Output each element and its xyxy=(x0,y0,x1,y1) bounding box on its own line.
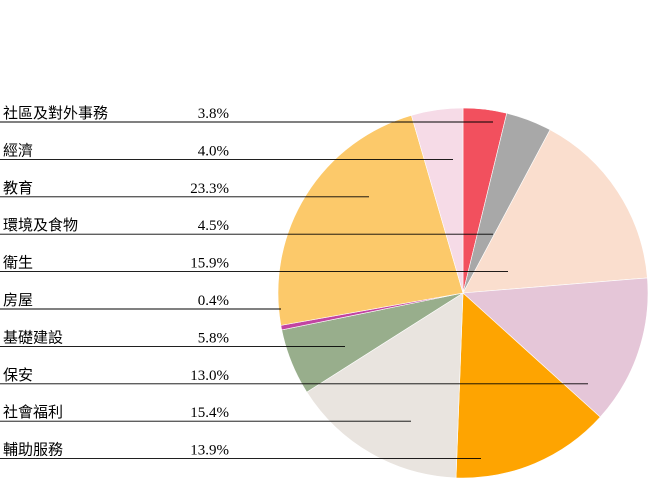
legend-row-1: 經濟 4.0% xyxy=(0,141,453,160)
pie-slice-3 xyxy=(411,107,464,294)
pie-slice-8 xyxy=(306,292,464,479)
slice-label-6: 基礎建設 xyxy=(3,328,63,346)
legend-rows: 社區及對外事務 3.8% 經濟 4.0% 教育 23.3% 環境及食物 4.5% 衛生 15.9%… xyxy=(0,104,588,460)
slice-label-9: 輔助服務 xyxy=(3,441,63,459)
pie-slice-4 xyxy=(462,129,648,294)
slice-label-0: 社區及對外事務 xyxy=(3,104,108,122)
pie-slice-9 xyxy=(455,292,601,479)
legend-row-3: 環境及食物 4.5% xyxy=(0,216,493,235)
pie-slice-7 xyxy=(462,277,649,418)
slice-label-7: 保安 xyxy=(3,366,33,384)
slice-label-5: 房屋 xyxy=(3,291,33,309)
slice-label-2: 教育 xyxy=(3,179,33,197)
pie-slice-2 xyxy=(277,114,464,326)
slice-label-8: 社會福利 xyxy=(3,403,63,421)
slice-value-2: 23.3% xyxy=(190,181,229,197)
slice-label-1: 經濟 xyxy=(3,141,33,159)
legend-row-5: 房屋 0.4% xyxy=(0,291,281,310)
slice-value-3: 4.5% xyxy=(198,218,229,234)
slice-label-3: 環境及食物 xyxy=(3,216,78,234)
slice-value-8: 15.4% xyxy=(190,405,229,421)
slice-value-0: 3.8% xyxy=(198,106,229,122)
slice-value-6: 5.8% xyxy=(198,330,229,346)
legend-row-6: 基礎建設 5.8% xyxy=(0,328,345,347)
slice-value-1: 4.0% xyxy=(198,143,229,159)
slice-value-7: 13.0% xyxy=(190,368,229,384)
legend-row-9: 輔助服務 13.9% xyxy=(0,441,481,460)
slice-value-9: 13.9% xyxy=(190,443,229,459)
slice-value-5: 0.4% xyxy=(198,293,229,309)
legend-row-7: 保安 13.0% xyxy=(0,366,588,385)
slice-label-4: 衛生 xyxy=(3,254,33,272)
legend-row-8: 社會福利 15.4% xyxy=(0,403,411,422)
pie-slices xyxy=(277,107,649,479)
slice-value-4: 15.9% xyxy=(190,256,229,272)
legend-row-0: 社區及對外事務 3.8% xyxy=(0,104,493,123)
legend-row-4: 衛生 15.9% xyxy=(0,254,508,273)
legend-row-2: 教育 23.3% xyxy=(0,179,369,198)
